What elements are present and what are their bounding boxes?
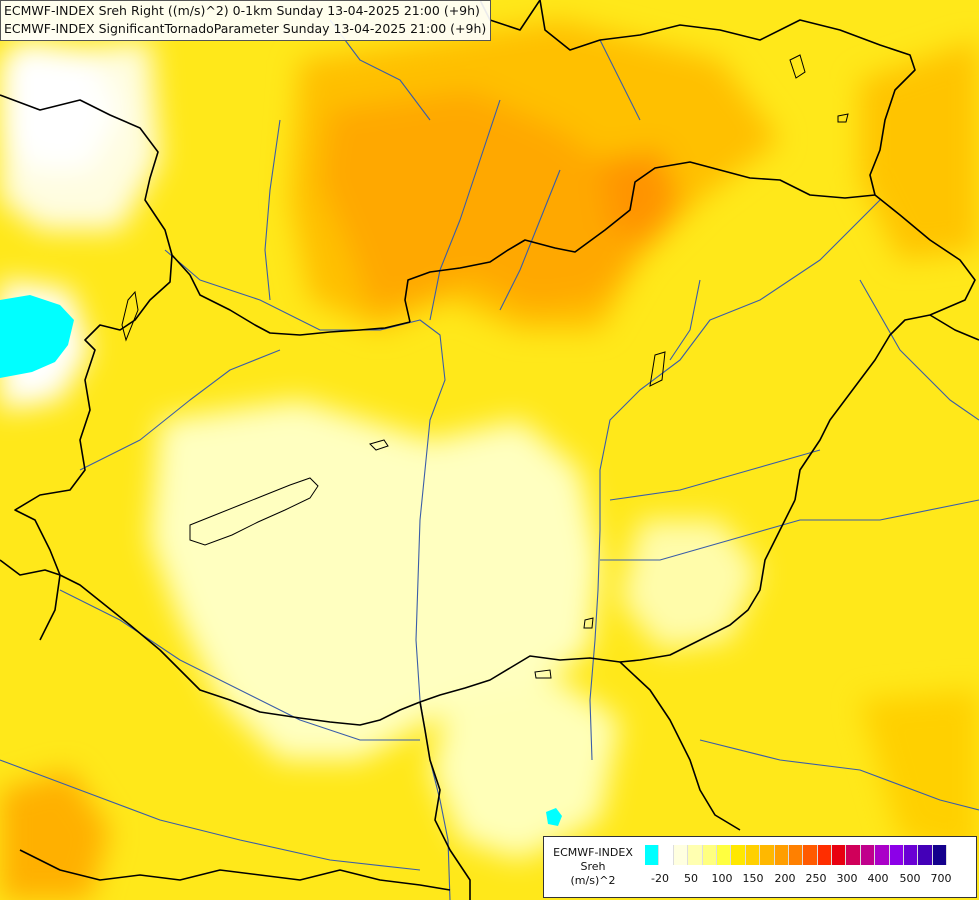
river-morava [264, 119, 281, 301]
legend-swatch [659, 845, 674, 865]
legend-swatch [932, 845, 948, 865]
border-hungary-ukraine [794, 194, 976, 501]
legend-swatch [875, 845, 890, 865]
legend-swatch [788, 845, 804, 865]
border-ukraine-romania [929, 314, 979, 341]
river-tisza [589, 199, 881, 761]
legend-ticks: -20 50 100 150 200 250 300 400 500 700 [645, 872, 975, 888]
border-czech-austria [0, 94, 173, 256]
legend-swatch [702, 845, 717, 865]
legend-title-line-1: ECMWF-INDEX [553, 846, 633, 859]
lake-small-5 [837, 113, 849, 123]
legend-tick-label: 700 [930, 872, 952, 885]
water-negative-west [0, 295, 74, 378]
legend-swatch [803, 845, 818, 865]
river-southeast [699, 739, 979, 811]
legend-units: (m/s)^2 [570, 874, 616, 887]
border-slovakia-poland [539, 0, 916, 196]
river-vah [429, 99, 501, 321]
field-pale-central [150, 400, 600, 760]
field-pale-east [620, 520, 760, 650]
river-raba [79, 349, 281, 471]
river-upper-2 [599, 39, 641, 121]
lake-small-6 [121, 290, 139, 342]
legend-swatch [832, 845, 847, 865]
river-east [859, 279, 979, 421]
legend-swatch [645, 845, 660, 865]
map-title-line-2: ECMWF-INDEX SignificantTornadoParameter … [4, 21, 487, 36]
legend-swatch [860, 845, 876, 865]
legend-tick-label: 300 [836, 872, 858, 885]
lake-small-4 [789, 54, 806, 79]
legend-swatch [745, 845, 761, 865]
legend-tick-label: 100 [711, 872, 733, 885]
legend-swatch [918, 845, 933, 865]
map-title-line-1: ECMWF-INDEX Sreh Right ((m/s)^2) 0-1km S… [4, 3, 480, 18]
border-hungary-croatia [59, 574, 421, 726]
legend-swatch [774, 845, 789, 865]
border-serbia-romania [619, 661, 741, 831]
legend-tick-label: 150 [742, 872, 764, 885]
legend-swatch [673, 845, 689, 865]
legend-swatch [889, 845, 905, 865]
legend-swatch [760, 845, 775, 865]
lake-balaton [189, 477, 319, 546]
field-orange-ne [860, 40, 979, 260]
lake-velence [369, 439, 389, 451]
river-koros [609, 449, 821, 501]
border-hungary-serbia [419, 655, 621, 703]
border-hungary-austria-west [14, 254, 173, 576]
map-title-box: ECMWF-INDEX Sreh Right ((m/s)^2) 0-1km S… [0, 0, 492, 41]
legend-swatches [645, 845, 948, 865]
border-croatia-bosnia [19, 849, 451, 891]
legend-swatch [846, 845, 861, 865]
border-hungary-romania [619, 499, 796, 663]
legend-swatch [688, 845, 703, 865]
river-sajo [669, 279, 701, 361]
legend-tick-label: 200 [774, 872, 796, 885]
field-orange-sw [0, 770, 110, 900]
legend-tick-label: 500 [899, 872, 921, 885]
river-maros [600, 499, 979, 561]
legend-swatch [716, 845, 732, 865]
legend-swatch [817, 845, 833, 865]
border-slovenia-croatia [0, 559, 61, 641]
field-deep-orange-1 [320, 90, 670, 310]
lake-small-2 [583, 617, 594, 629]
river-drava [59, 589, 420, 741]
legend-swatch [904, 845, 919, 865]
border-croatia-serbia [419, 701, 471, 900]
lake-small-1 [649, 351, 666, 387]
legend-tick-label: 400 [867, 872, 889, 885]
legend-tick-label: -20 [651, 872, 669, 885]
lake-small-3 [534, 669, 552, 679]
field-pale-south [430, 680, 620, 860]
field-orange-se [860, 690, 979, 860]
water-negative-south [546, 808, 562, 826]
color-legend: ECMWF-INDEX Sreh (m/s)^2 -20 50 100 150 200 2… [543, 836, 977, 898]
border-slovakia-hungary [404, 161, 876, 323]
border-austria-hungary-north [171, 254, 411, 336]
legend-title-line-2: Sreh [580, 860, 606, 873]
river-sava [0, 759, 421, 871]
legend-tick-label: 50 [684, 872, 698, 885]
field-contours [0, 20, 979, 900]
legend-title: ECMWF-INDEX Sreh (m/s)^2 [550, 846, 636, 888]
river-hron [499, 169, 561, 311]
legend-swatch [731, 845, 746, 865]
legend-tick-label: 250 [805, 872, 827, 885]
